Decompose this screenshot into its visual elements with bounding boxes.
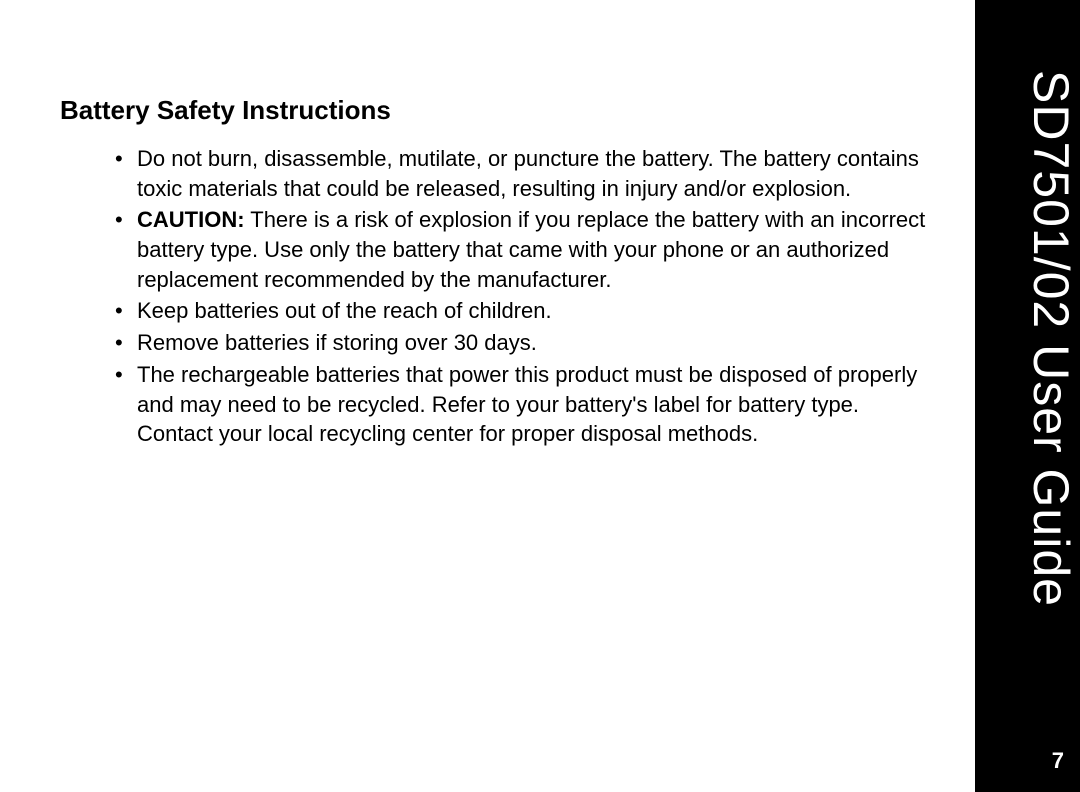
document-page: Battery Safety Instructions Do not burn,… (0, 0, 1080, 792)
bullet-text: Remove batteries if storing over 30 days… (137, 330, 537, 355)
bullet-list: Do not burn, disassemble, mutilate, or p… (60, 144, 940, 449)
caution-label: CAUTION: (137, 207, 245, 232)
bullet-text: The rechargeable batteries that power th… (137, 362, 917, 446)
list-item: Keep batteries out of the reach of child… (115, 296, 940, 326)
sidebar: SD7501/02 User Guide 7 (975, 0, 1080, 792)
list-item: Do not burn, disassemble, mutilate, or p… (115, 144, 940, 203)
list-item: CAUTION: There is a risk of explosion if… (115, 205, 940, 294)
content-area: Battery Safety Instructions Do not burn,… (60, 95, 940, 451)
page-number: 7 (1052, 748, 1064, 774)
list-item: Remove batteries if storing over 30 days… (115, 328, 940, 358)
bullet-text: There is a risk of explosion if you repl… (137, 207, 925, 291)
bullet-text: Keep batteries out of the reach of child… (137, 298, 552, 323)
bullet-text: Do not burn, disassemble, mutilate, or p… (137, 146, 919, 201)
document-title: SD7501/02 User Guide (975, 70, 1080, 607)
list-item: The rechargeable batteries that power th… (115, 360, 940, 449)
section-heading: Battery Safety Instructions (60, 95, 940, 126)
